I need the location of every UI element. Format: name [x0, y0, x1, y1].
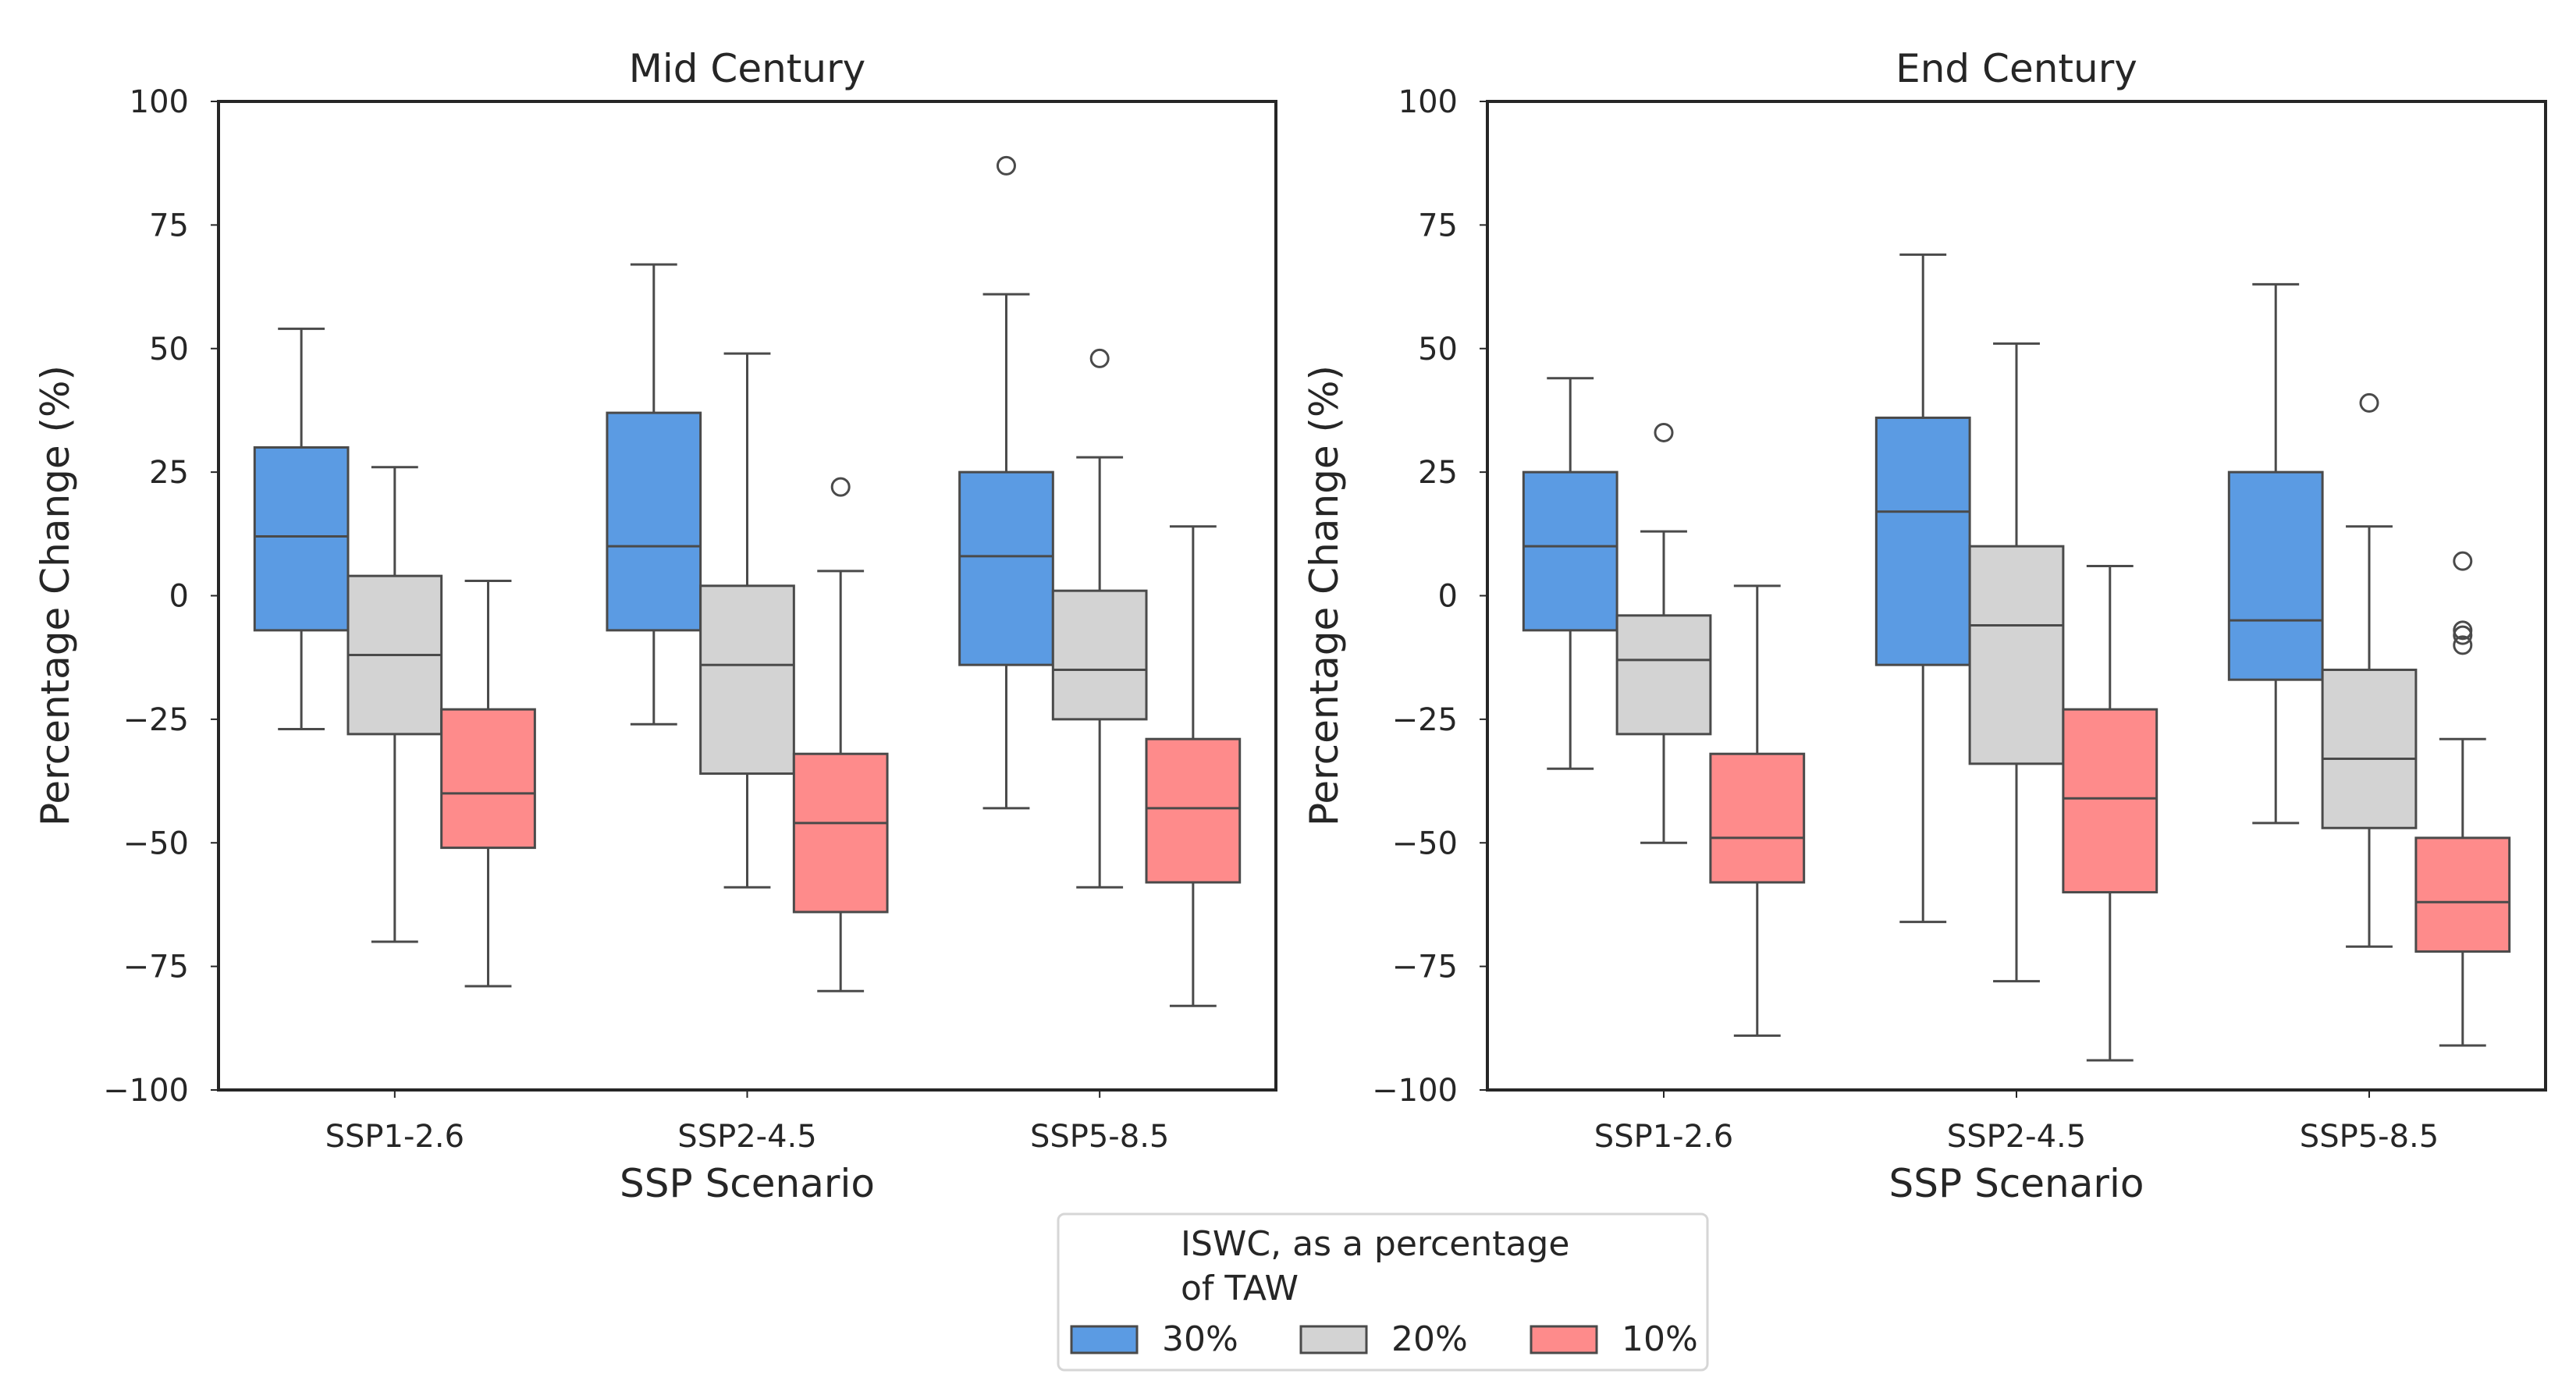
y-tick-label: −50	[123, 825, 189, 861]
legend-label: 30%	[1162, 1319, 1238, 1359]
iqr-box	[2321, 669, 2418, 829]
outlier-point	[2359, 392, 2379, 413]
y-tick-label: 0	[1438, 579, 1458, 615]
outlier-point	[1654, 422, 1674, 442]
y-tick-label: −100	[103, 1073, 189, 1109]
legend-label: 20%	[1391, 1319, 1468, 1359]
box-20%	[1051, 348, 1148, 889]
box-10%	[1709, 584, 1806, 1037]
group-SSP5-8.5	[958, 155, 1242, 1007]
y-tick-label: −100	[1372, 1073, 1458, 1109]
panel-title: Mid Century	[629, 46, 865, 91]
iqr-box	[253, 446, 350, 632]
y-tick-label: 100	[1398, 84, 1458, 120]
box-30%	[2227, 282, 2324, 825]
group-SSP1-2.6	[1522, 377, 1806, 1037]
x-tick-label: SSP2-4.5	[1947, 1119, 2086, 1155]
panels: Mid Century 100 75 50 25 0 −25 −50 −75 −100 Percen…	[33, 46, 2547, 1206]
panel-mid-century: Mid Century 100 75 50 25 0 −25 −50 −75 −100 Percen…	[33, 46, 1277, 1206]
y-tick-label: −25	[123, 702, 189, 738]
legend-swatch-10%	[1530, 1325, 1598, 1354]
x-tick-label: SSP2-4.5	[677, 1119, 816, 1155]
y-tick-label: 75	[1418, 208, 1458, 243]
y-tick-label: −75	[123, 950, 189, 985]
iqr-box	[1615, 614, 1712, 736]
legend-title-line1: ISWC, as a percentage	[1181, 1224, 1569, 1264]
box-30%	[1874, 253, 1971, 924]
x-axis-label: SSP Scenario	[1889, 1161, 2144, 1206]
panel-title: End Century	[1896, 46, 2137, 91]
y-axis-label: Percentage Change (%)	[1302, 365, 1347, 826]
iqr-box	[2062, 708, 2159, 894]
x-tick-label: SSP5-8.5	[2300, 1119, 2439, 1155]
y-tick-label: 25	[149, 455, 189, 491]
box-30%	[606, 263, 702, 726]
box-10%	[2062, 564, 2159, 1062]
box-10%	[440, 579, 536, 988]
legend-label: 10%	[1622, 1319, 1698, 1359]
plot-frame	[1486, 100, 2547, 1092]
y-tick-label: 0	[169, 579, 189, 615]
box-10%	[1145, 525, 1242, 1007]
legend: ISWC, as a percentage of TAW 30% 20% 10%	[1057, 1212, 1709, 1372]
box-30%	[1522, 377, 1618, 770]
iqr-box	[1051, 589, 1148, 721]
iqr-box	[792, 752, 889, 914]
legend-title-line2: of TAW	[1181, 1269, 1299, 1308]
y-tick-label: −75	[1392, 950, 1458, 985]
legend-swatch-30%	[1070, 1325, 1139, 1354]
outlier-point	[2453, 635, 2473, 655]
iqr-box	[440, 708, 536, 850]
box-20%	[1615, 422, 1712, 844]
iqr-box	[1522, 470, 1618, 632]
box-20%	[1968, 342, 2065, 983]
box-10%	[2414, 551, 2511, 1047]
y-tick-label: 25	[1418, 455, 1458, 491]
group-SSP2-4.5	[606, 263, 889, 992]
iqr-box	[1145, 737, 1242, 884]
x-tick-label: SSP1-2.6	[1594, 1119, 1733, 1155]
y-tick-label: 50	[1418, 332, 1458, 367]
y-axis-label: Percentage Change (%)	[33, 365, 78, 826]
iqr-box	[958, 470, 1054, 666]
y-tick-label: −50	[1392, 825, 1458, 861]
outlier-point	[2453, 620, 2473, 641]
box-20%	[346, 466, 443, 943]
box-30%	[958, 155, 1054, 810]
y-tick-label: −25	[1392, 702, 1458, 738]
box-20%	[2321, 392, 2418, 948]
iqr-box	[606, 411, 702, 632]
plot-frame	[217, 100, 1277, 1092]
iqr-box	[2227, 470, 2324, 681]
outlier-point	[1089, 348, 1110, 368]
panel-end-century: End Century 100 75 50 25 0 −25 −50 −75 −100 Percen…	[1302, 46, 2547, 1206]
group-SSP2-4.5	[1874, 253, 2159, 1062]
outlier-point	[830, 477, 851, 497]
iqr-box	[1968, 545, 2065, 765]
x-tick-label: SSP5-8.5	[1030, 1119, 1169, 1155]
group-SSP5-8.5	[2227, 282, 2511, 1047]
outlier-point	[2453, 625, 2473, 645]
y-tick-label: 50	[149, 332, 189, 367]
iqr-box	[699, 584, 795, 776]
x-axis-label: SSP Scenario	[620, 1161, 875, 1206]
y-tick-label: 100	[130, 84, 189, 120]
box-10%	[792, 477, 889, 992]
box-20%	[699, 352, 795, 889]
group-SSP1-2.6	[253, 327, 536, 988]
legend-swatch-20%	[1299, 1325, 1368, 1354]
outlier-point	[996, 155, 1016, 176]
box-30%	[253, 327, 350, 731]
y-tick-label: 75	[149, 208, 189, 243]
iqr-box	[1709, 752, 1806, 884]
iqr-box	[1874, 416, 1971, 666]
outlier-point	[2453, 551, 2473, 571]
iqr-box	[2414, 836, 2511, 953]
x-tick-label: SSP1-2.6	[325, 1119, 464, 1155]
